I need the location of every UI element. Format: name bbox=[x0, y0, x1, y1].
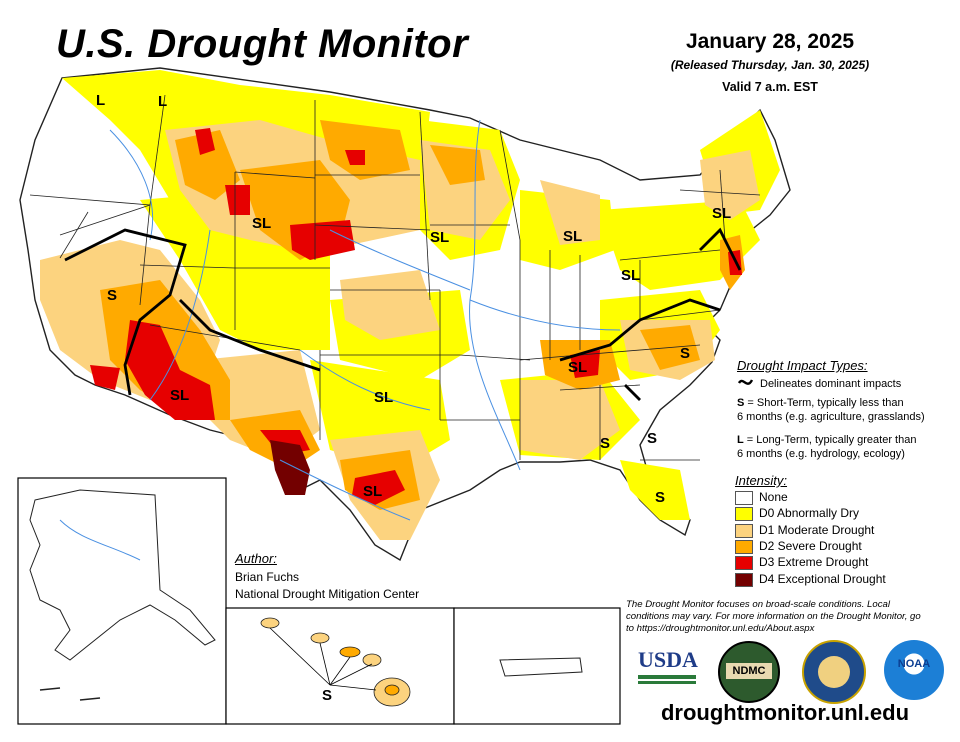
impact-legend-long: L = Long-Term, typically greater than 6 … bbox=[737, 433, 916, 461]
intensity-swatch bbox=[735, 507, 753, 522]
footer-url[interactable]: droughtmonitor.unl.edu bbox=[660, 700, 910, 725]
valid-time: Valid 7 a.m. EST bbox=[722, 80, 818, 94]
release-note: (Released Thursday, Jan. 30, 2025) bbox=[670, 58, 870, 72]
long-term-line2: 6 months (e.g. hydrology, ecology) bbox=[737, 448, 905, 460]
impact-label: SL bbox=[374, 389, 393, 406]
intensity-label: D2 Severe Drought bbox=[759, 538, 862, 553]
author-name: Brian Fuchs bbox=[235, 570, 300, 584]
impact-label: SL bbox=[563, 228, 582, 245]
impact-label: SL bbox=[170, 387, 189, 404]
intensity-swatch bbox=[735, 523, 753, 538]
commerce-eagle-icon bbox=[818, 656, 850, 688]
rivers bbox=[109, 119, 621, 521]
impact-label: SL bbox=[712, 205, 731, 222]
impact-labels: L L SL SL SL SL SL S SL SL SL SL S S S S bbox=[96, 92, 731, 506]
usda-logo-text: USDA bbox=[638, 647, 698, 672]
impact-lines bbox=[64, 227, 742, 401]
impact-label: SL bbox=[430, 229, 449, 246]
impact-label: S bbox=[107, 287, 117, 304]
impact-line-symbol bbox=[737, 379, 754, 385]
author-heading: Author: bbox=[235, 551, 277, 566]
impact-label: SL bbox=[363, 483, 382, 500]
intensity-label: None bbox=[759, 490, 788, 504]
hawaii-islands bbox=[260, 617, 411, 707]
impact-label: S bbox=[600, 435, 610, 452]
d4-area bbox=[270, 440, 310, 495]
intensity-swatch bbox=[735, 556, 753, 571]
short-term-code: S bbox=[737, 397, 745, 409]
impact-label: SL bbox=[252, 215, 271, 232]
impact-label: S bbox=[680, 345, 690, 362]
impact-label: SL bbox=[621, 267, 640, 284]
ndmc-logo: NDMC bbox=[718, 641, 780, 703]
intensity-label: D1 Moderate Drought bbox=[759, 522, 875, 537]
intensity-label: D4 Exceptional Drought bbox=[759, 571, 886, 586]
intensity-legend-heading: Intensity: bbox=[735, 473, 788, 488]
commerce-seal-logo bbox=[802, 640, 866, 704]
usda-logo: USDA bbox=[638, 647, 698, 691]
impact-legend-delineates: Delineates dominant impacts bbox=[760, 378, 902, 390]
hawaii-inset bbox=[225, 607, 455, 725]
impact-legend-heading: Drought Impact Types: bbox=[737, 358, 868, 373]
short-term-line1: = Short-Term, typically less than bbox=[747, 397, 904, 409]
intensity-legend: None D0 Abnormally Dry D1 Moderate Drought… bbox=[735, 490, 925, 591]
state-boundaries bbox=[29, 94, 761, 461]
author-org: National Drought Mitigation Center bbox=[235, 587, 420, 601]
impact-label: S bbox=[322, 687, 332, 704]
noaa-logo-text: NOAA bbox=[897, 658, 931, 670]
map-date: January 28, 2025 bbox=[685, 30, 855, 53]
map-title: U.S. Drought Monitor bbox=[56, 22, 469, 66]
puerto-rico-shape bbox=[499, 657, 583, 677]
disclaimer-text: The Drought Monitor focuses on broad-sca… bbox=[626, 599, 921, 634]
impact-label: S bbox=[647, 430, 657, 447]
intensity-swatch bbox=[735, 491, 753, 505]
impact-label: L bbox=[158, 93, 167, 110]
long-term-line1: = Long-Term, typically greater than bbox=[746, 434, 917, 446]
intensity-swatch bbox=[735, 539, 753, 554]
impact-label: S bbox=[655, 489, 665, 506]
intensity-swatch bbox=[735, 572, 753, 587]
impact-label: SL bbox=[568, 359, 587, 376]
ndmc-logo-text: NDMC bbox=[726, 663, 772, 679]
short-term-line2: 6 months (e.g. agriculture, grasslands) bbox=[737, 411, 925, 423]
impact-legend-short: S = Short-Term, typically less than 6 mo… bbox=[737, 396, 925, 424]
impact-label: L bbox=[96, 92, 105, 109]
long-term-code: L bbox=[737, 434, 744, 446]
noaa-logo: NOAA bbox=[884, 640, 944, 700]
intensity-label: D0 Abnormally Dry bbox=[759, 506, 860, 521]
intensity-label: D3 Extreme Drought bbox=[759, 555, 869, 570]
